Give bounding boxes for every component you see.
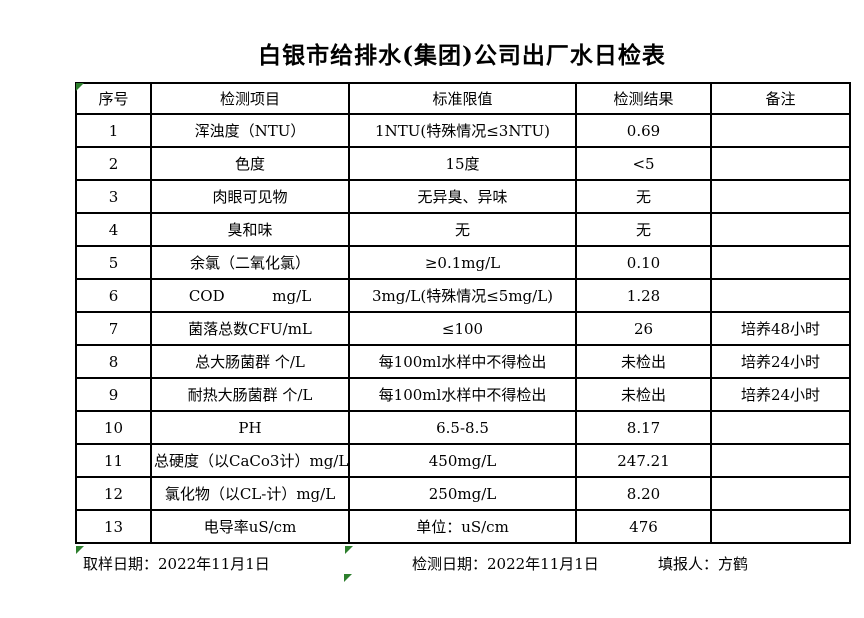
table-cell[interactable]: 耐热大肠菌群 个/L	[150, 377, 350, 412]
table-cell[interactable]: 2	[75, 146, 152, 181]
table-cell[interactable]: 氯化物（以CL-计）mg/L	[150, 476, 350, 511]
header-row: 序号 检测项目 标准限值 检测结果 备注	[75, 82, 851, 115]
table-cell[interactable]: 26	[575, 311, 712, 346]
table-row: 3 肉眼可见物 无异臭、异味无	[75, 179, 851, 214]
table-cell[interactable]	[710, 212, 851, 247]
table-cell[interactable]: 培养24小时	[710, 377, 851, 412]
table-cell[interactable]: 余氯（二氧化氯）	[150, 245, 350, 280]
table-row: 9 耐热大肠菌群 个/L 每100ml水样中不得检出 未检出 培养24小时	[75, 377, 851, 412]
table-cell[interactable]: 浑浊度（NTU）	[150, 113, 350, 148]
column-header[interactable]: 标准限值	[348, 82, 577, 115]
table-cell[interactable]: 8.20	[575, 476, 712, 511]
table-cell[interactable]	[710, 443, 851, 478]
table-cell[interactable]: 5	[75, 245, 152, 280]
table-cell[interactable]: 8.17	[575, 410, 712, 445]
table-cell[interactable]: ≥0.1mg/L	[348, 245, 577, 280]
table-cell[interactable]	[710, 476, 851, 511]
table-cell[interactable]: 无	[575, 212, 712, 247]
table-cell[interactable]: COD mg/L	[150, 278, 350, 313]
table-cell[interactable]: 单位：uS/cm	[348, 509, 577, 544]
table-row: 2 色度 15度 <5	[75, 146, 851, 181]
table-row: 5 余氯（二氧化氯） ≥0.1mg/L 0.10	[75, 245, 851, 280]
excel-error-indicator-icon	[76, 546, 84, 554]
table-cell[interactable]: 11	[75, 443, 152, 478]
table-cell[interactable]: 电导率uS/cm	[150, 509, 350, 544]
excel-error-indicator-icon	[344, 574, 352, 582]
table-cell[interactable]: 1.28	[575, 278, 712, 313]
table-cell[interactable]: 总大肠菌群 个/L	[150, 344, 350, 379]
table-cell[interactable]	[710, 509, 851, 544]
table-cell[interactable]	[710, 179, 851, 214]
table-cell[interactable]: 9	[75, 377, 152, 412]
table-cell[interactable]: 6.5-8.5	[348, 410, 577, 445]
table-row: 13 电导率uS/cm 单位：uS/cm 476	[75, 509, 851, 544]
table-cell[interactable]: 未检出	[575, 377, 712, 412]
table-row: 12 氯化物（以CL-计）mg/L 250mg/L 8.20	[75, 476, 851, 511]
water-quality-table: 序号 检测项目 标准限值 检测结果 备注 1 浑浊度（NTU） 1NTU(特殊情况≤3NTU…	[75, 82, 851, 544]
page-title: 白银市给排水(集团)公司出厂水日检表	[258, 42, 666, 69]
table-cell[interactable]: 总硬度（以CaCo3计）mg/L	[150, 443, 350, 478]
table-cell[interactable]: 无异臭、异味	[348, 179, 577, 214]
table-cell[interactable]: 7	[75, 311, 152, 346]
table-cell[interactable]: 未检出	[575, 344, 712, 379]
table-row: 6 COD mg/L 3mg/L(特殊情况≤5mg/L) 1.28	[75, 278, 851, 313]
table-cell[interactable]: 无	[575, 179, 712, 214]
table-cell[interactable]: 6	[75, 278, 152, 313]
sample-date-text: 取样日期：2022年11月1日	[83, 555, 270, 573]
table-cell[interactable]: 250mg/L	[348, 476, 577, 511]
table-cell[interactable]: 450mg/L	[348, 443, 577, 478]
table-cell[interactable]: <5	[575, 146, 712, 181]
table-cell[interactable]: 1NTU(特殊情况≤3NTU)	[348, 113, 577, 148]
table-cell[interactable]: 臭和味	[150, 212, 350, 247]
table-row: 4 臭和味无无	[75, 212, 851, 247]
table-cell[interactable]: 肉眼可见物	[150, 179, 350, 214]
table-row: 10 PH 6.5-8.5 8.17	[75, 410, 851, 445]
table-cell[interactable]: 476	[575, 509, 712, 544]
table-cell[interactable]: 4	[75, 212, 152, 247]
table-cell[interactable]: 3	[75, 179, 152, 214]
table-cell[interactable]: 0.10	[575, 245, 712, 280]
table-row: 1 浑浊度（NTU） 1NTU(特殊情况≤3NTU) 0.69	[75, 113, 851, 148]
table-cell[interactable]: 色度	[150, 146, 350, 181]
column-header[interactable]: 备注	[710, 82, 851, 115]
table-cell[interactable]: 13	[75, 509, 152, 544]
table-cell[interactable]	[710, 113, 851, 148]
table-row: 11 总硬度（以CaCo3计）mg/L 450mg/L 247.21	[75, 443, 851, 478]
table-cell[interactable]: 3mg/L(特殊情况≤5mg/L)	[348, 278, 577, 313]
table-cell[interactable]: 每100ml水样中不得检出	[348, 344, 577, 379]
test-date-text: 检测日期：2022年11月1日	[412, 555, 599, 573]
excel-error-indicator-icon	[76, 83, 84, 91]
table-cell[interactable]: 菌落总数CFU/mL	[150, 311, 350, 346]
table-row: 7 菌落总数CFU/mL ≤100 26 培养48小时	[75, 311, 851, 346]
table-cell[interactable]	[710, 146, 851, 181]
table-body: 1 浑浊度（NTU） 1NTU(特殊情况≤3NTU) 0.69 2 色度 15度 <5 3 肉眼可…	[75, 113, 851, 544]
table-cell[interactable]: 12	[75, 476, 152, 511]
filler-name-text: 填报人：方鹤	[658, 555, 749, 573]
table-cell[interactable]: 每100ml水样中不得检出	[348, 377, 577, 412]
table-cell[interactable]: 培养48小时	[710, 311, 851, 346]
table-cell[interactable]: 247.21	[575, 443, 712, 478]
column-header[interactable]: 检测结果	[575, 82, 712, 115]
table-cell[interactable]: 15度	[348, 146, 577, 181]
column-header[interactable]: 检测项目	[150, 82, 350, 115]
table-cell[interactable]: 8	[75, 344, 152, 379]
table-cell[interactable]: 1	[75, 113, 152, 148]
table-cell[interactable]: PH	[150, 410, 350, 445]
table-cell[interactable]: 培养24小时	[710, 344, 851, 379]
table-cell[interactable]	[710, 278, 851, 313]
table-cell[interactable]	[710, 410, 851, 445]
table-row: 8 总大肠菌群 个/L 每100ml水样中不得检出 未检出 培养24小时	[75, 344, 851, 379]
table-cell[interactable]: 无	[348, 212, 577, 247]
table-cell[interactable]	[710, 245, 851, 280]
table-cell[interactable]: 10	[75, 410, 152, 445]
table-cell[interactable]: 0.69	[575, 113, 712, 148]
column-header[interactable]: 序号	[75, 82, 152, 115]
excel-error-indicator-icon	[345, 546, 353, 554]
table-cell[interactable]: ≤100	[348, 311, 577, 346]
